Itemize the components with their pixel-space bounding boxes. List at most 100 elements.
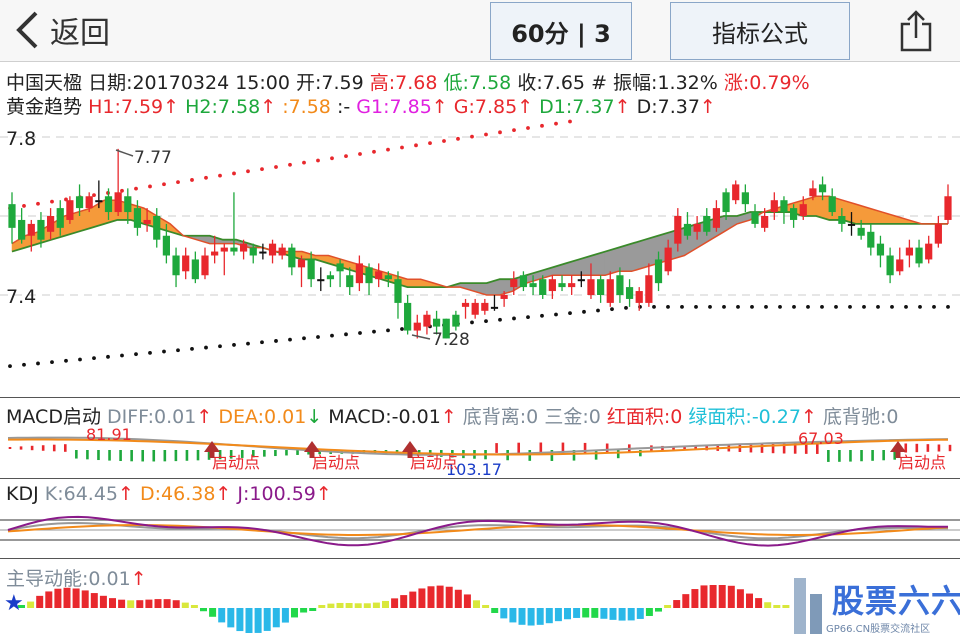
chevron-left-icon xyxy=(16,11,38,49)
power-bar xyxy=(272,608,280,628)
candle-body xyxy=(809,188,817,197)
trend-h1: H1:7.59↑ xyxy=(88,96,180,118)
upper-channel-dot xyxy=(498,130,502,135)
macd-bar xyxy=(307,450,310,455)
trend-g1: G1:7.85↑ xyxy=(356,96,448,118)
power-bar xyxy=(36,595,44,608)
macd-chart[interactable]: 81.91 103.17 67.03 启动点 启动点 启动点 启动点 xyxy=(0,425,960,477)
power-bar xyxy=(336,602,344,608)
macd-title: MACD启动 xyxy=(6,406,101,428)
macd-bar xyxy=(893,450,897,460)
panel-separator xyxy=(0,478,960,479)
share-button[interactable] xyxy=(896,8,936,54)
lower-channel-dot xyxy=(694,304,698,309)
lower-channel-dot xyxy=(120,353,124,358)
macd-bar xyxy=(683,446,686,450)
lower-channel-dot xyxy=(22,362,26,367)
candle-body xyxy=(404,302,412,331)
candle-body xyxy=(37,219,45,240)
launch-arrow-icon xyxy=(890,441,906,452)
candle-body xyxy=(539,279,547,295)
candle-body xyxy=(674,216,682,244)
lower-channel-dot xyxy=(750,304,754,309)
candle-body xyxy=(568,283,576,288)
power-bar xyxy=(154,599,162,608)
macd-sanjin: 三金:0 xyxy=(544,406,601,428)
candle-body xyxy=(317,279,325,282)
macd-bar xyxy=(882,450,885,461)
lower-channel-dot xyxy=(64,358,68,363)
candle-body xyxy=(741,192,749,205)
macd-bar xyxy=(207,450,211,460)
lower-channel-dot xyxy=(568,311,572,316)
macd-bar xyxy=(141,450,145,462)
candle-body xyxy=(635,291,643,303)
candle-body xyxy=(548,279,556,292)
power-bar xyxy=(227,608,235,628)
candle-body xyxy=(703,216,711,232)
trend-d: D:7.37↑ xyxy=(636,96,716,118)
candle-body xyxy=(780,200,788,213)
power-bar xyxy=(136,600,144,608)
candle-body xyxy=(423,314,431,327)
macd-bar xyxy=(948,444,952,452)
power-bar xyxy=(764,602,772,608)
lower-channel-dot xyxy=(400,327,404,331)
kdj-chart[interactable] xyxy=(0,506,960,558)
lower-channel-dot xyxy=(148,350,152,355)
high-marker-label: 7.77 xyxy=(134,148,172,168)
upper-channel-dot xyxy=(526,126,530,130)
candle-body xyxy=(587,279,595,295)
macd-bar xyxy=(495,443,498,453)
power-bar xyxy=(354,603,362,608)
power-bar xyxy=(554,608,562,622)
lower-channel-dot xyxy=(582,309,586,314)
candle-body xyxy=(838,216,846,224)
indicator-formula-button[interactable]: 指标公式 xyxy=(670,2,850,60)
power-bar xyxy=(54,588,62,608)
macd-bar xyxy=(594,450,598,460)
lower-channel-dot xyxy=(8,364,12,368)
launch-point-label: 启动点 xyxy=(410,453,458,472)
candle-body xyxy=(375,271,383,280)
star-icon: ★ xyxy=(4,591,24,616)
lower-channel-dot xyxy=(778,304,782,309)
y-tick-7.8: 7.8 xyxy=(6,128,36,150)
macd-bar xyxy=(19,446,23,450)
launch-arrow-stem xyxy=(407,451,413,458)
macd-bar xyxy=(229,450,233,459)
macd-bar xyxy=(63,444,67,452)
power-chart[interactable]: ★ xyxy=(0,585,960,640)
power-bar xyxy=(773,605,781,608)
upper-channel-dot xyxy=(358,152,362,156)
power-title: 主导动能:0.01 xyxy=(6,568,131,590)
upper-channel-dot xyxy=(22,204,26,208)
period-selector-button[interactable]: 60分 | 3 xyxy=(490,2,632,60)
lower-channel-dot xyxy=(232,343,236,347)
candle-body xyxy=(432,318,441,327)
candle-body xyxy=(693,223,701,232)
price-chart[interactable]: 7.8 7.4 7.77 7.28 xyxy=(0,115,960,397)
candle-body xyxy=(8,204,16,228)
power-bar xyxy=(655,608,662,612)
power-bar xyxy=(118,599,126,608)
share-icon xyxy=(900,10,932,52)
candle-body xyxy=(876,243,885,256)
candle-body xyxy=(114,192,122,213)
lower-channel-dot xyxy=(246,341,250,346)
band-segment xyxy=(631,239,646,272)
back-button[interactable]: 返回 xyxy=(14,8,110,52)
power-bar xyxy=(664,605,672,608)
quote-close: 收:7.65 xyxy=(517,72,586,94)
power-bar xyxy=(145,599,153,608)
lower-channel-dot xyxy=(162,349,166,354)
upper-channel-dot xyxy=(92,193,96,198)
candle-body xyxy=(818,184,827,193)
high-marker-line xyxy=(115,149,134,157)
macd-bar xyxy=(185,450,189,461)
candle-body xyxy=(790,208,798,220)
lower-channel-dot xyxy=(596,308,600,313)
macd-bar xyxy=(274,450,277,457)
watermark-logo xyxy=(794,578,822,634)
macd-bar xyxy=(152,450,156,462)
